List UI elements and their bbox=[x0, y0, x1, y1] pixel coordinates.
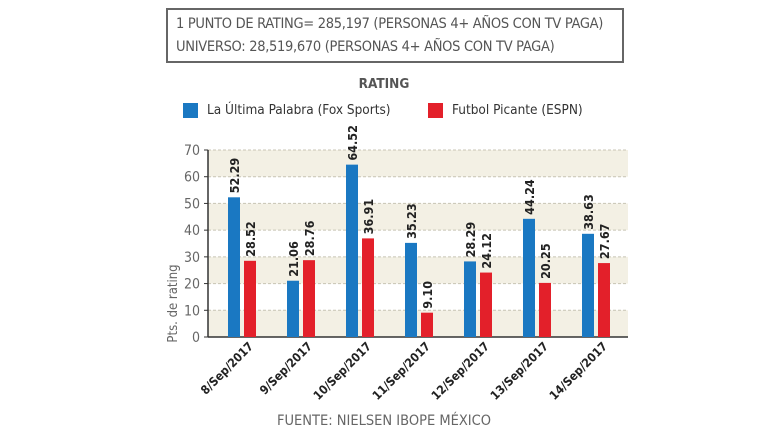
x-tick-label: 8/Sep/2017 bbox=[198, 339, 256, 397]
data-label: 24.12 bbox=[479, 233, 494, 269]
bar bbox=[539, 282, 551, 337]
grid-band bbox=[208, 310, 628, 337]
bar bbox=[523, 218, 535, 337]
y-tick-label: 40 bbox=[184, 223, 200, 239]
bar bbox=[582, 233, 594, 337]
data-label: 28.52 bbox=[243, 221, 258, 257]
legend-label: La Última Palabra (Fox Sports) bbox=[207, 102, 391, 118]
x-tick-label: 11/Sep/2017 bbox=[370, 339, 433, 402]
legend-swatch-red bbox=[428, 102, 443, 118]
note-box: 1 PUNTO DE RATING= 285,197 (PERSONAS 4+ … bbox=[166, 8, 624, 63]
bar bbox=[421, 312, 433, 337]
legend-item-espn: Futbol Picante (ESPN) bbox=[428, 102, 583, 118]
data-label: 20.25 bbox=[538, 243, 553, 279]
bar bbox=[346, 164, 358, 337]
bar bbox=[598, 263, 610, 337]
data-label: 27.67 bbox=[597, 224, 612, 260]
y-tick-label: 70 bbox=[184, 143, 200, 159]
grid-band bbox=[208, 203, 628, 231]
x-tick-label: 13/Sep/2017 bbox=[488, 339, 551, 402]
data-label: 38.63 bbox=[581, 194, 596, 230]
x-tick-label: 10/Sep/2017 bbox=[311, 339, 374, 402]
data-label: 36.91 bbox=[361, 199, 376, 235]
x-tick-label: 14/Sep/2017 bbox=[547, 339, 610, 402]
x-tick-label: 12/Sep/2017 bbox=[429, 339, 492, 402]
bar bbox=[244, 260, 256, 337]
y-tick-label: 30 bbox=[184, 250, 200, 266]
bar bbox=[362, 238, 374, 337]
y-tick-label: 10 bbox=[184, 303, 200, 319]
bar bbox=[228, 197, 240, 337]
bar bbox=[480, 272, 492, 337]
legend-swatch-blue bbox=[183, 102, 198, 118]
data-label: 28.29 bbox=[463, 222, 478, 258]
bar bbox=[405, 242, 417, 337]
y-axis-label: Pts. de rating bbox=[166, 264, 181, 342]
y-tick-label: 60 bbox=[184, 170, 200, 186]
y-tick-label: 50 bbox=[184, 196, 200, 212]
chart-title: RATING bbox=[358, 76, 410, 92]
data-label: 44.24 bbox=[522, 179, 537, 215]
data-label: 28.76 bbox=[302, 220, 317, 256]
data-label: 52.29 bbox=[227, 158, 242, 194]
legend-label: Futbol Picante (ESPN) bbox=[452, 102, 583, 118]
data-label: 9.10 bbox=[420, 281, 435, 309]
legend-item-fox: La Última Palabra (Fox Sports) bbox=[183, 102, 391, 118]
bar bbox=[464, 261, 476, 337]
x-tick-label: 9/Sep/2017 bbox=[257, 339, 315, 397]
y-tick-label: 0 bbox=[192, 330, 200, 346]
grid-band bbox=[208, 256, 628, 284]
data-label: 64.52 bbox=[345, 125, 360, 161]
note-line-2: UNIVERSO: 28,519,670 (PERSONAS 4+ AÑOS C… bbox=[176, 39, 555, 55]
grid-band bbox=[208, 150, 628, 177]
bar bbox=[303, 260, 315, 337]
data-label: 21.06 bbox=[286, 241, 301, 277]
note-line-1: 1 PUNTO DE RATING= 285,197 (PERSONAS 4+ … bbox=[176, 16, 604, 32]
y-tick-label: 20 bbox=[184, 277, 200, 293]
source-note: FUENTE: NIELSEN IBOPE MÉXICO bbox=[276, 413, 492, 429]
bar bbox=[287, 280, 299, 337]
data-label: 35.23 bbox=[404, 203, 419, 239]
